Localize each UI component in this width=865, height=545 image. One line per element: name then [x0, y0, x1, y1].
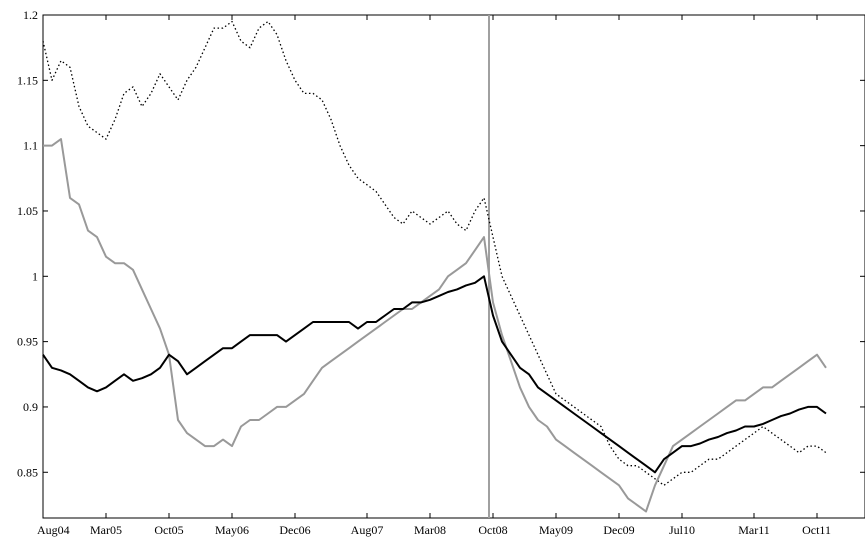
- plot-frame: [42, 14, 865, 519]
- series-line-3: [42, 275, 827, 474]
- x-tick-label: May09: [539, 523, 573, 537]
- y-tick-label: 1.15: [17, 73, 38, 87]
- y-tick-label: 1.2: [23, 8, 38, 22]
- y-tick-label: 0.9: [23, 400, 38, 414]
- y-tick-label: 0.85: [17, 465, 38, 479]
- series-layer: [42, 20, 827, 513]
- y-tick-label: 1.1: [23, 139, 38, 153]
- x-tick-label: Mar08: [414, 523, 446, 537]
- series-line-2: [43, 138, 827, 513]
- x-tick-label: Aug04: [37, 523, 70, 537]
- x-tick-label: Mar11: [738, 523, 770, 537]
- y-tick-label: 1: [32, 269, 38, 283]
- x-tick-label: Dec09: [603, 523, 634, 537]
- x-tick-label: May06: [215, 523, 249, 537]
- x-tick-label: Jul10: [669, 523, 695, 537]
- x-tick-label: Oct11: [802, 523, 831, 537]
- y-tick-label: 1.05: [17, 204, 38, 218]
- x-tick-label: Aug07: [351, 523, 384, 537]
- series-line-1: [42, 20, 827, 486]
- x-tick-label: Oct05: [154, 523, 183, 537]
- y-tick-label: 0.95: [17, 335, 38, 349]
- x-tick-label: Mar05: [90, 523, 122, 537]
- x-tick-label: Oct08: [478, 523, 507, 537]
- x-axis: Aug04 Mar05 Oct05 May06 Dec06 Aug07 Mar08 Oct08…: [37, 15, 831, 537]
- y-axis: 0.85 0.9 0.95 1 1.05 1.1 1.15 1.2: [17, 8, 865, 479]
- x-tick-label: Dec06: [279, 523, 310, 537]
